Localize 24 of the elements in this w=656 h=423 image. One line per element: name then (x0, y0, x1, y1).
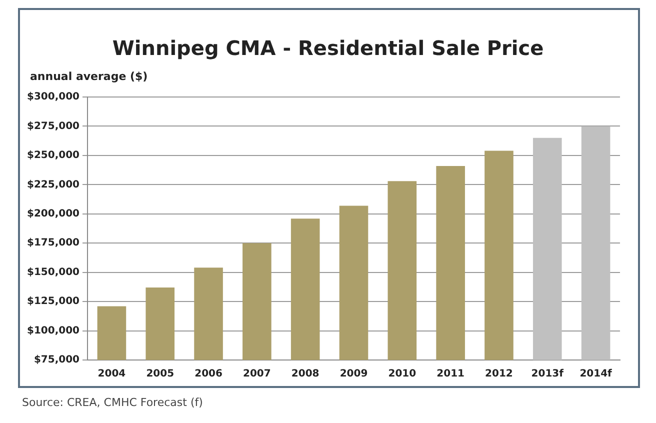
y-tick-label: $200,000 (26, 208, 80, 220)
y-axis-title: annual average ($) (30, 70, 148, 83)
x-tick-label: 2008 (291, 368, 320, 380)
x-tick-label: 2006 (194, 368, 222, 380)
y-tick-label: $275,000 (26, 120, 80, 132)
x-tick-label: 2012 (485, 368, 513, 380)
x-tick-label: 2009 (340, 368, 368, 380)
y-tick-label: $250,000 (26, 150, 80, 162)
y-tick-label: $175,000 (26, 238, 80, 249)
source-note: Source: CREA, CMHC Forecast (f) (22, 396, 203, 409)
x-tick-label: 2007 (243, 368, 271, 380)
y-tick-label: $125,000 (26, 296, 80, 308)
y-tick-label: $300,000 (26, 92, 80, 103)
x-tick-label: 2005 (146, 368, 174, 380)
x-tick-label: 2010 (388, 368, 416, 380)
x-tick-label: 2013f (531, 368, 564, 380)
x-tick-label: 2011 (436, 368, 465, 380)
x-tick-label: 2004 (98, 368, 126, 380)
x-tick-label: 2014f (580, 368, 613, 380)
y-tick-label: $75,000 (34, 354, 80, 366)
y-tick-label: $150,000 (26, 266, 80, 278)
y-tick-label: $225,000 (26, 179, 80, 190)
chart-title: Winnipeg CMA - Residential Sale Price (111, 36, 545, 60)
y-tick-label: $100,000 (26, 325, 80, 336)
